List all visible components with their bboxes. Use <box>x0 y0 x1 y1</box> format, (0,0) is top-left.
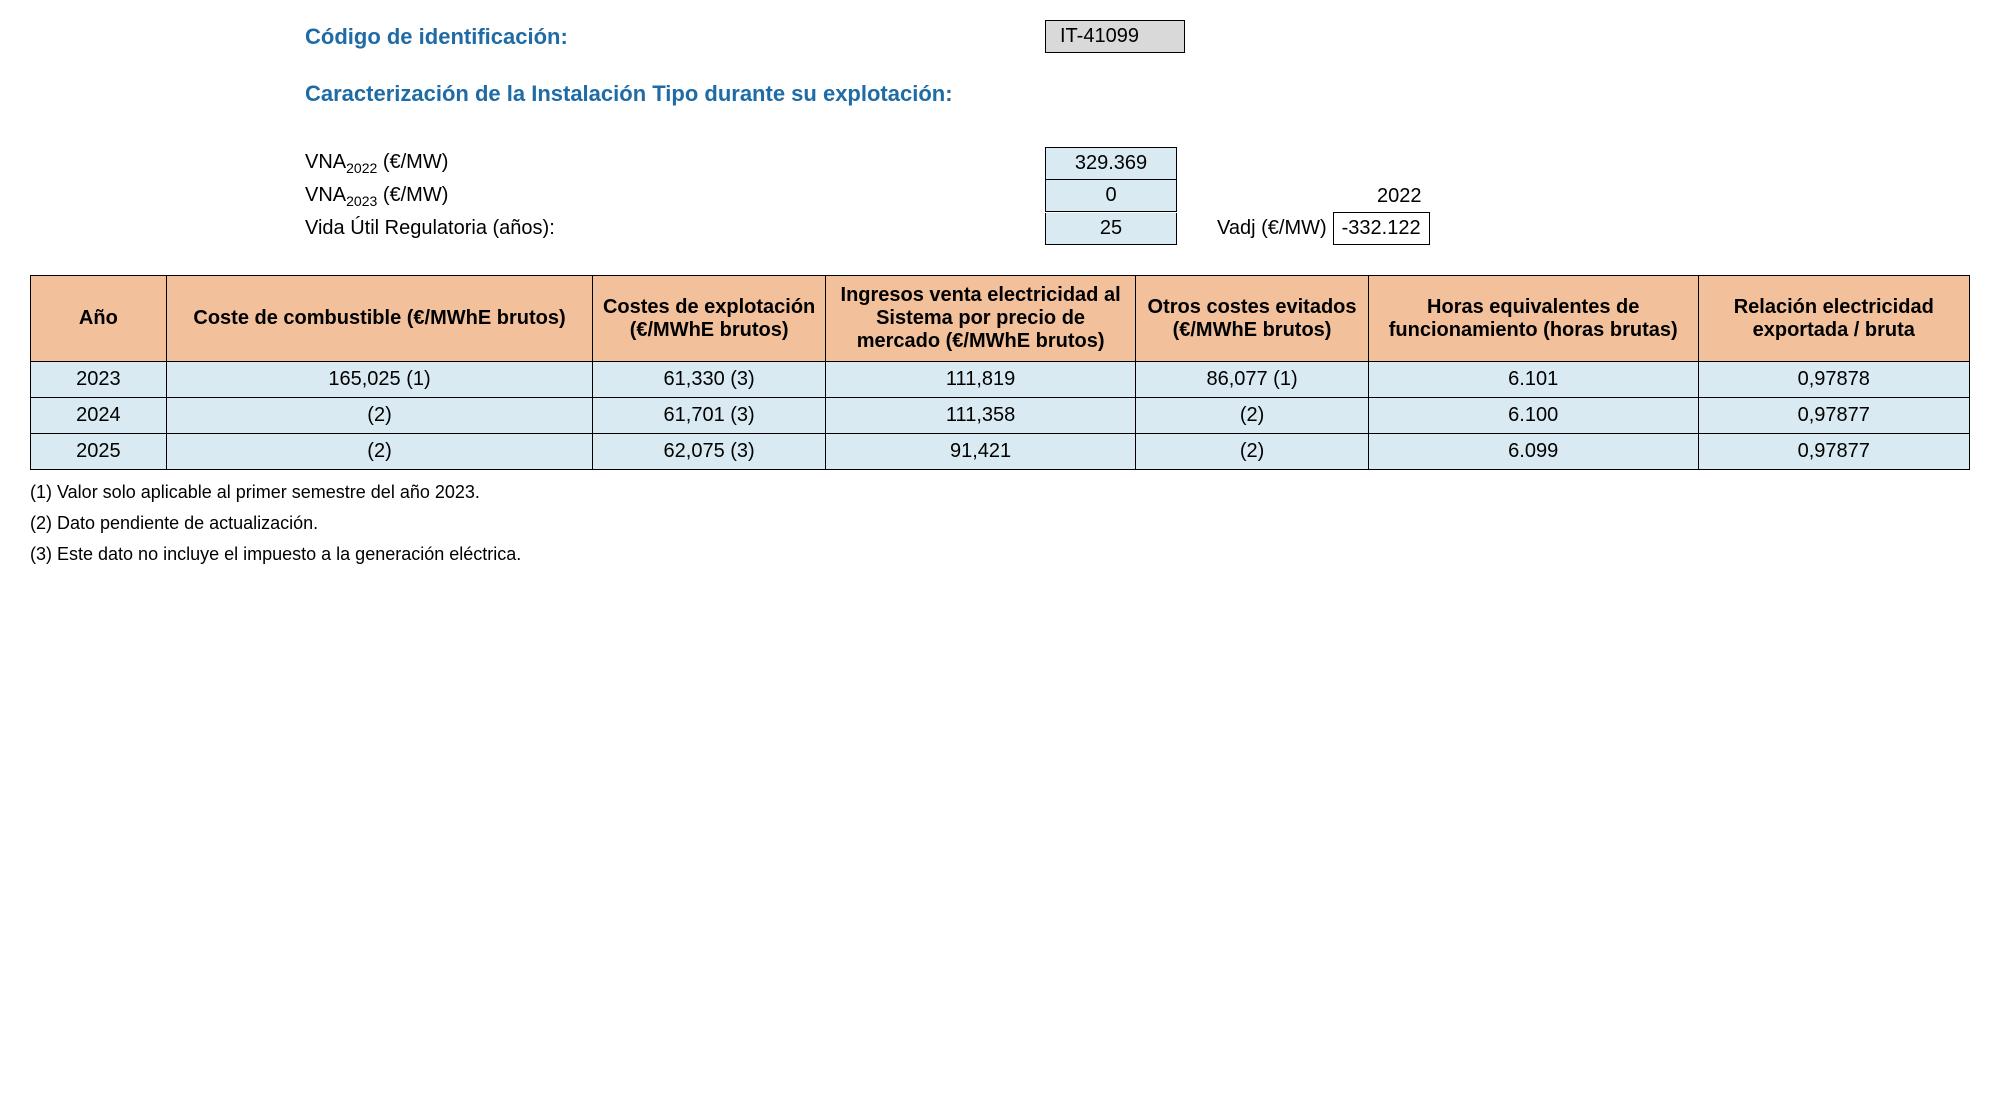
cell: 0,97877 <box>1698 434 1970 470</box>
codigo-label: Código de identificación: <box>305 24 1045 50</box>
main-table: Año Coste de combustible (€/MWhE brutos)… <box>30 275 1970 470</box>
th-inc: Ingresos venta electricidad al Sistema p… <box>825 276 1135 362</box>
cell: 111,358 <box>825 398 1135 434</box>
th-year: Año <box>31 276 167 362</box>
vida-util-value: 25 <box>1045 213 1177 245</box>
th-expl: Costes de explotación (€/MWhE brutos) <box>593 276 826 362</box>
cell: 2024 <box>31 398 167 434</box>
vadj-value: -332.122 <box>1333 212 1430 245</box>
vna2022-label: VNA2022 (€/MW) <box>305 151 1045 176</box>
th-ratio: Relación electricidad exportada / bruta <box>1698 276 1970 362</box>
table-header-row: Año Coste de combustible (€/MWhE brutos)… <box>31 276 1970 362</box>
th-fuel: Coste de combustible (€/MWhE brutos) <box>166 276 593 362</box>
cell: 91,421 <box>825 434 1135 470</box>
cell: (2) <box>1136 434 1369 470</box>
vna2022-value: 329.369 <box>1045 147 1177 180</box>
header-block: Código de identificación: IT-41099 Carac… <box>305 20 1970 107</box>
codigo-value: IT-41099 <box>1045 20 1185 53</box>
footnote-3: (3) Este dato no incluye el impuesto a l… <box>30 544 1970 565</box>
cell: 86,077 (1) <box>1136 362 1369 398</box>
vna2023-value: 0 <box>1045 180 1177 212</box>
cell: 111,819 <box>825 362 1135 398</box>
footnote-1: (1) Valor solo aplicable al primer semes… <box>30 482 1970 503</box>
cell: 0,97877 <box>1698 398 1970 434</box>
cell: 62,075 (3) <box>593 434 826 470</box>
cell: (2) <box>1136 398 1369 434</box>
cell: 6.099 <box>1368 434 1698 470</box>
cell: 61,701 (3) <box>593 398 826 434</box>
cell: 2025 <box>31 434 167 470</box>
footnotes: (1) Valor solo aplicable al primer semes… <box>30 482 1970 565</box>
table-body: 2023 165,025 (1) 61,330 (3) 111,819 86,0… <box>31 362 1970 470</box>
params-block: VNA2022 (€/MW) 329.369 VNA2023 (€/MW) 0 … <box>305 147 1970 245</box>
cell: 6.101 <box>1368 362 1698 398</box>
vna2023-label: VNA2023 (€/MW) <box>305 184 1045 209</box>
cell: 0,97878 <box>1698 362 1970 398</box>
cell: (2) <box>166 398 593 434</box>
table-row: 2023 165,025 (1) 61,330 (3) 111,819 86,0… <box>31 362 1970 398</box>
footnote-2: (2) Dato pendiente de actualización. <box>30 513 1970 534</box>
cell: (2) <box>166 434 593 470</box>
caracterizacion-label: Caracterización de la Instalación Tipo d… <box>305 81 953 107</box>
year-right: 2022 <box>1377 185 1422 208</box>
vadj-group: Vadj (€/MW) -332.122 <box>1217 212 1430 245</box>
vadj-label: Vadj (€/MW) <box>1217 217 1327 240</box>
th-hours: Horas equivalentes de funcionamiento (ho… <box>1368 276 1698 362</box>
vida-util-label: Vida Útil Regulatoria (años): <box>305 217 1045 240</box>
cell: 2023 <box>31 362 167 398</box>
cell: 6.100 <box>1368 398 1698 434</box>
cell: 165,025 (1) <box>166 362 593 398</box>
th-other: Otros costes evitados (€/MWhE brutos) <box>1136 276 1369 362</box>
table-row: 2024 (2) 61,701 (3) 111,358 (2) 6.100 0,… <box>31 398 1970 434</box>
cell: 61,330 (3) <box>593 362 826 398</box>
table-row: 2025 (2) 62,075 (3) 91,421 (2) 6.099 0,9… <box>31 434 1970 470</box>
